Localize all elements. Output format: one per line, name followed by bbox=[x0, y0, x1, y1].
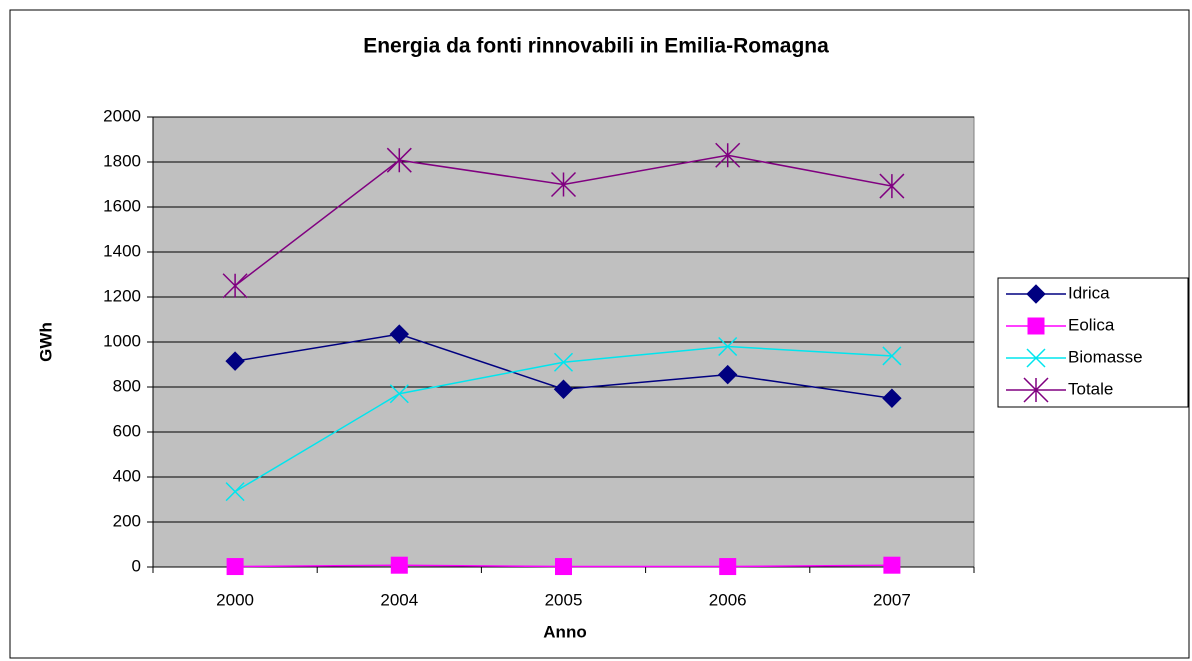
x-tick-label: 2006 bbox=[709, 590, 747, 609]
y-tick-label: 1600 bbox=[103, 196, 141, 215]
x-tick-label: 2007 bbox=[873, 590, 911, 609]
legend-label: Biomasse bbox=[1068, 347, 1143, 366]
y-tick-label: 1400 bbox=[103, 241, 141, 260]
legend-label: Eolica bbox=[1068, 315, 1115, 334]
legend-marker bbox=[1027, 317, 1045, 335]
legend-marker bbox=[1026, 284, 1046, 304]
marker bbox=[386, 147, 412, 173]
marker bbox=[715, 142, 741, 168]
marker bbox=[550, 171, 577, 198]
marker bbox=[553, 379, 574, 399]
y-axis-title: GWh bbox=[36, 322, 55, 362]
y-tick-label: 600 bbox=[113, 421, 141, 440]
y-tick-label: 0 bbox=[132, 556, 141, 575]
marker bbox=[225, 351, 245, 371]
legend-box bbox=[997, 277, 1189, 408]
legend-marker bbox=[1026, 348, 1046, 368]
marker bbox=[555, 558, 572, 576]
marker bbox=[882, 346, 902, 366]
legend: Idrica Eolica Biomasse Totale bbox=[997, 277, 1189, 408]
marker bbox=[225, 482, 245, 502]
marker bbox=[719, 558, 737, 576]
legend-marker bbox=[1023, 377, 1049, 403]
legend-label: Totale bbox=[1068, 379, 1113, 398]
legend-label: Idrica bbox=[1068, 283, 1110, 302]
marker bbox=[226, 558, 244, 576]
marker bbox=[718, 336, 738, 357]
y-tick-label: 200 bbox=[113, 511, 141, 530]
marker bbox=[553, 352, 574, 372]
y-tick-label: 800 bbox=[113, 376, 141, 395]
marker bbox=[882, 388, 902, 408]
marker bbox=[389, 384, 409, 404]
y-tick-label: 400 bbox=[113, 466, 141, 485]
x-tick-label: 2005 bbox=[545, 590, 583, 609]
y-tick-label: 1800 bbox=[103, 151, 141, 170]
marker bbox=[883, 556, 901, 574]
y-tick-label: 1200 bbox=[103, 286, 141, 305]
x-tick-label: 2004 bbox=[380, 590, 418, 609]
chart-title: Energia da fonti rinnovabili in Emilia-R… bbox=[363, 35, 829, 58]
marker bbox=[717, 364, 738, 385]
marker bbox=[222, 273, 248, 299]
y-tick-label: 1000 bbox=[103, 331, 141, 350]
marker bbox=[390, 556, 408, 574]
marker bbox=[389, 324, 410, 344]
x-axis-title: Anno bbox=[543, 622, 586, 641]
marker bbox=[879, 173, 905, 199]
y-tick-label: 2000 bbox=[103, 106, 141, 125]
x-tick-label: 2000 bbox=[216, 590, 254, 609]
